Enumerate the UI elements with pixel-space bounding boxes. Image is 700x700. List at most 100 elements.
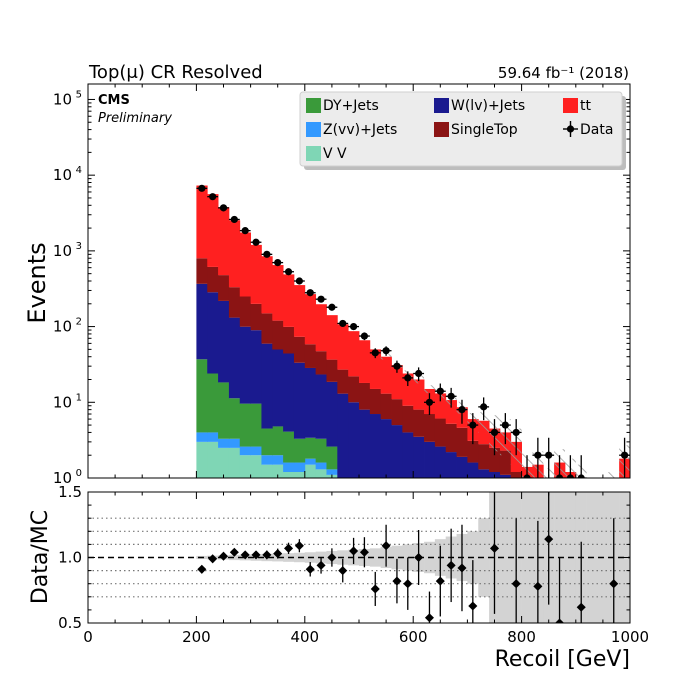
bar-z-vv-jets <box>218 438 230 448</box>
legend-swatch-z-vv-jets <box>306 122 321 137</box>
bar-w-lv-jets <box>359 409 371 478</box>
ratio-point <box>392 576 402 586</box>
ratio-point <box>208 554 218 564</box>
uncertainty-hatch <box>608 472 620 478</box>
bar-dy-jets <box>207 373 219 433</box>
bar-tt <box>228 220 241 288</box>
data-point <box>534 451 542 459</box>
preliminary-label: Preliminary <box>98 111 172 126</box>
bar-v-v <box>315 469 327 478</box>
uncertainty-hatch <box>380 354 392 360</box>
bar-v-v <box>293 472 306 478</box>
bar-w-lv-jets <box>337 393 349 478</box>
bar-singletop <box>467 440 479 463</box>
ratio-point <box>555 618 565 623</box>
bar-w-lv-jets <box>315 374 327 439</box>
ratio-point <box>305 564 315 574</box>
bar-dy-jets <box>283 431 295 463</box>
bar-singletop <box>402 405 414 433</box>
bar-singletop <box>315 351 327 375</box>
bar-w-lv-jets <box>424 441 436 478</box>
ratio-point <box>284 543 294 553</box>
data-point <box>458 406 466 414</box>
uncertainty-hatch <box>478 412 490 433</box>
bar-w-lv-jets <box>272 349 284 427</box>
bar-singletop <box>283 326 295 354</box>
data-point <box>404 374 412 382</box>
bar-dy-jets <box>326 446 338 470</box>
bar-tt <box>434 393 447 419</box>
bar-tt <box>304 294 317 345</box>
y-tick-exponent: 4 <box>76 165 82 176</box>
bar-singletop <box>293 336 306 363</box>
bar-tt <box>272 265 284 321</box>
bar-z-vv-jets <box>261 455 273 465</box>
data-point <box>490 428 499 437</box>
bar-w-lv-jets <box>445 452 457 478</box>
ratio-uncertainty-band <box>499 492 512 623</box>
ratio-point <box>273 549 283 559</box>
data-point <box>577 474 585 478</box>
bar-w-lv-jets <box>456 456 468 478</box>
bar-z-vv-jets <box>228 438 241 448</box>
bar-tt <box>445 400 457 424</box>
bar-dy-jets <box>196 359 208 433</box>
legend-label-singletop: SingleTop <box>451 122 518 138</box>
bar-singletop <box>337 369 349 394</box>
legend-box <box>299 91 623 167</box>
ratio-point <box>197 564 207 574</box>
legend-swatch-w-lv-jets <box>434 98 449 113</box>
legend-label-dy-jets: DY+Jets <box>323 98 379 114</box>
data-point <box>393 362 401 370</box>
bar-z-vv-jets <box>250 446 262 456</box>
ratio-point <box>370 584 380 594</box>
x-tick-label: 0 <box>83 628 93 646</box>
bar-tt <box>283 274 295 327</box>
bar-singletop <box>456 427 468 457</box>
lumi-label: 59.64 fb⁻¹ (2018) <box>498 64 629 82</box>
data-point <box>241 227 249 235</box>
data-point <box>512 428 520 437</box>
data-point <box>360 332 369 340</box>
bar-dy-jets <box>250 403 262 447</box>
bar-v-v <box>283 472 295 478</box>
bar-singletop <box>489 447 501 473</box>
bar-w-lv-jets <box>402 432 414 478</box>
ratio-point <box>359 547 369 557</box>
legend-swatch-dy-jets <box>306 98 321 113</box>
data-point <box>317 295 325 303</box>
bar-tt <box>348 331 360 377</box>
bar-w-lv-jets <box>239 326 251 404</box>
bar-singletop <box>250 303 262 331</box>
bar-w-lv-jets <box>304 367 317 438</box>
data-point <box>469 421 477 429</box>
bar-w-lv-jets <box>380 419 392 478</box>
ratio-point <box>609 579 619 589</box>
y-tick-label: 10 <box>53 242 72 260</box>
y-tick-exponent: 1 <box>76 392 82 403</box>
data-point <box>284 268 293 276</box>
bar-tt <box>207 194 219 267</box>
data-point <box>328 303 336 311</box>
bar-v-v <box>272 464 284 478</box>
bar-tt <box>359 340 371 383</box>
bar-singletop <box>228 287 241 318</box>
bar-singletop <box>304 344 317 368</box>
bar-z-vv-jets <box>326 469 338 475</box>
x-tick-label: 1000 <box>611 628 649 646</box>
legend-label-z-vv-jets: Z(vv)+Jets <box>323 122 397 138</box>
bar-w-lv-jets <box>218 300 230 383</box>
data-point <box>566 474 574 478</box>
bar-tt <box>391 365 403 400</box>
ratio-point <box>446 560 456 570</box>
bar-z-vv-jets <box>272 455 284 465</box>
data-point <box>371 349 379 357</box>
bar-singletop <box>359 382 371 410</box>
bar-singletop <box>434 418 447 447</box>
bar-v-v <box>228 447 241 478</box>
bar-dy-jets <box>272 426 284 456</box>
bar-singletop <box>207 266 219 293</box>
ratio-point <box>381 541 391 551</box>
data-point <box>436 387 444 395</box>
